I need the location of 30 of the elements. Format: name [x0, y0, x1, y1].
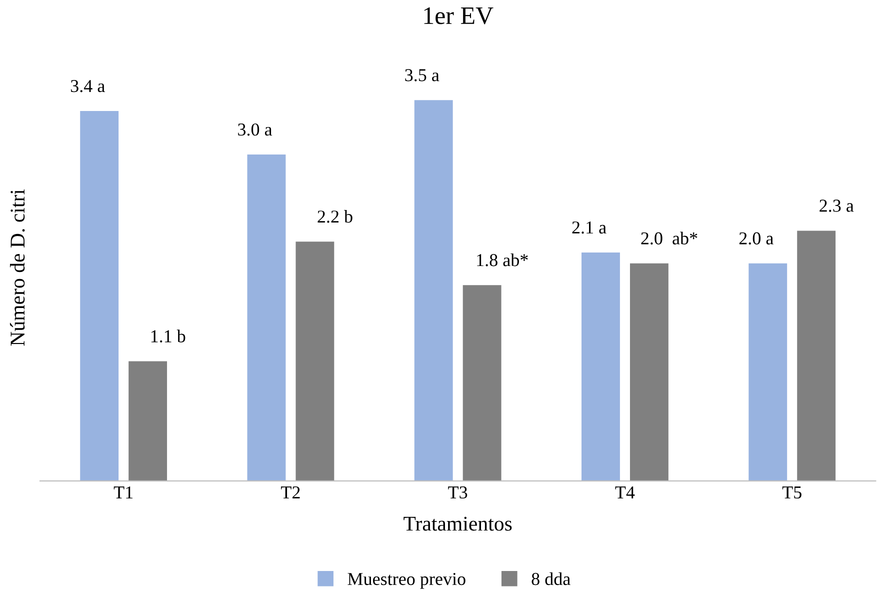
- y-axis-title: Número de D. citri: [10, 189, 25, 346]
- data-label: 1.8 ab*: [477, 254, 528, 266]
- bar: [462, 285, 502, 481]
- data-label: 3.0 a: [238, 123, 272, 136]
- data-label: 2.0 a: [739, 232, 774, 245]
- legend-label: 8 dda: [532, 572, 570, 586]
- chart-title: 1er EV: [424, 7, 494, 24]
- bar: [80, 111, 119, 481]
- data-label: 2.3 a: [820, 200, 854, 212]
- data-label: 2.2 b: [318, 210, 352, 223]
- x-tick-label: T3: [448, 486, 468, 499]
- bar: [128, 361, 168, 481]
- bar: [414, 100, 453, 481]
- bar: [797, 230, 836, 481]
- data-label: 3.5 a: [405, 69, 440, 82]
- bar: [296, 242, 334, 481]
- x-tick-label: T5: [782, 486, 802, 499]
- x-tick-label: T4: [615, 486, 635, 498]
- data-label: 2.1 a: [572, 221, 606, 234]
- legend-label: Muestreo previo: [348, 572, 466, 589]
- data-label: 1.1 b: [151, 330, 186, 342]
- bar: [630, 263, 668, 481]
- bar: [247, 154, 286, 481]
- x-tick-label: T2: [281, 486, 300, 498]
- bar: [748, 263, 788, 481]
- data-label: 2.0 ab*: [641, 232, 698, 245]
- x-axis-title: Tratamientos: [404, 516, 512, 531]
- bar: [582, 252, 620, 481]
- data-label: 3.4 a: [70, 80, 105, 92]
- x-tick-label: T1: [114, 486, 133, 498]
